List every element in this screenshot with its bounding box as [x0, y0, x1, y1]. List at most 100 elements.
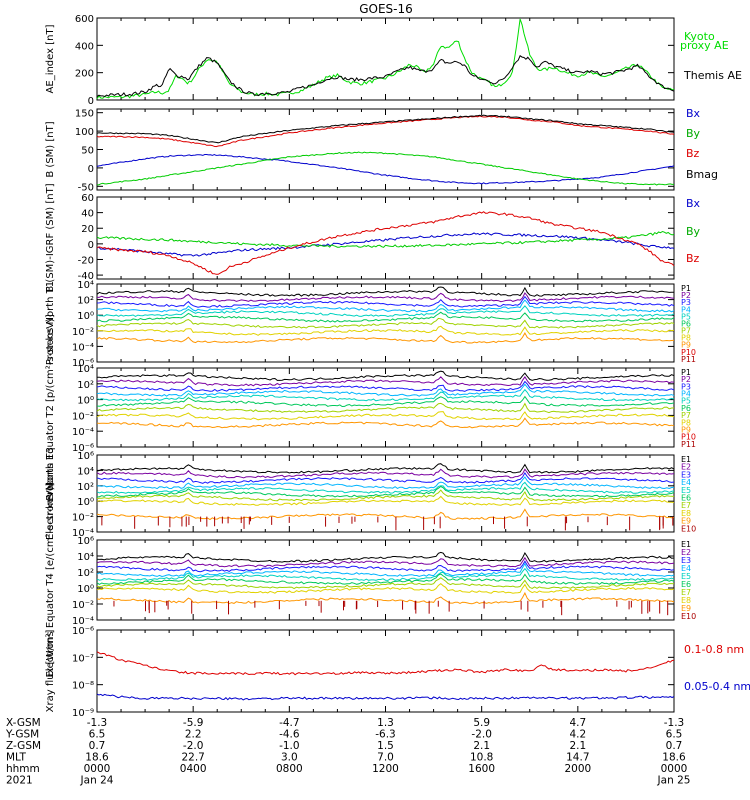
- orbit-cell: 1600: [468, 763, 495, 775]
- legend-prot2-p10: P10: [681, 433, 696, 442]
- channel-line-elec3-e3: [96, 472, 675, 484]
- legend-prot2-p3: P3: [681, 382, 691, 391]
- legend-prot2-p1: P1: [681, 368, 691, 377]
- orbit-cell: -4.6: [279, 729, 300, 741]
- orbit-cell: 14.7: [566, 752, 589, 764]
- legend-prot2-p7: P7: [681, 411, 691, 420]
- legend-bigrf-2: Bz: [686, 252, 700, 265]
- y-tick-label: 10⁻²: [72, 600, 94, 611]
- legend-ae-2: Themis AE: [683, 69, 742, 82]
- channel-line-elec4-e5: [96, 567, 675, 581]
- orbit-cell: 18.6: [662, 752, 686, 764]
- panel-frame-elec3: [96, 454, 675, 533]
- channel-line-elec4-e1: [96, 551, 675, 563]
- orbit-cell: -1.3: [664, 717, 685, 729]
- series-line-bsm-bmag: [96, 114, 675, 144]
- legend-prot1-p10: P10: [681, 348, 696, 357]
- channel-line-elec3-e7: [96, 489, 675, 502]
- y-tick-label: 10⁰: [77, 497, 94, 508]
- channel-line-prot1-p4: [96, 299, 675, 313]
- series-line-bigrf-by: [96, 230, 675, 248]
- legend-prot1-p2: P2: [681, 291, 691, 300]
- orbit-cell: 2.1: [473, 740, 490, 752]
- series-line-xray-0108nm: [96, 651, 675, 676]
- orbit-cell: 0.7: [89, 740, 106, 752]
- y-tick-label: 50: [81, 146, 94, 157]
- y-tick-label: 10⁴: [77, 364, 94, 375]
- legend-elec4-e5: E5: [681, 572, 691, 581]
- y-tick-label: 10⁴: [77, 552, 94, 563]
- y-tick-label: 10⁶: [77, 451, 94, 462]
- orbit-row-label: Z-GSM: [6, 740, 41, 752]
- orbit-cell: 1200: [372, 763, 399, 775]
- series-line-bigrf-bz: [96, 211, 675, 275]
- chart-title: GOES-16: [359, 2, 413, 16]
- orbit-cell: -5.9: [183, 717, 204, 729]
- y-axis-label-bsm: B (SM) [nT]: [45, 121, 56, 177]
- channel-line-prot1-p2: [96, 292, 675, 303]
- orbit-row-label: 2021: [6, 775, 33, 787]
- channel-line-prot2-p3: [96, 380, 675, 392]
- orbit-cell: 2.1: [569, 740, 586, 752]
- channel-line-elec3-e5: [96, 481, 675, 494]
- y-tick-label: 10⁻²: [72, 327, 94, 338]
- y-axis-label-prot1: Protons North T1: [45, 281, 56, 365]
- legend-prot2-p8: P8: [681, 418, 691, 427]
- channel-line-elec4-e6: [96, 573, 675, 585]
- legend-ae-0: Kyoto: [684, 30, 715, 43]
- orbit-cell: 6.5: [666, 729, 683, 741]
- channel-line-elec4-e4: [96, 562, 675, 578]
- orbit-cell: -6.3: [375, 729, 396, 741]
- orbit-cell: 0.7: [666, 740, 683, 752]
- y-tick-label: 150: [75, 109, 94, 120]
- y-tick-label: 200: [75, 69, 94, 80]
- panel-frame-ae: [96, 17, 675, 101]
- legend-elec3-e1: E1: [681, 455, 691, 464]
- orbit-cell: 18.6: [85, 752, 109, 764]
- legend-bsm-1: By: [686, 127, 701, 140]
- y-tick-label: 10⁻⁴: [72, 616, 94, 627]
- legend-prot1-p11: P11: [681, 355, 696, 364]
- channel-line-elec3-e9: [96, 508, 675, 521]
- y-tick-label: 10⁰: [77, 311, 94, 322]
- series-line-bigrf-bx: [96, 232, 675, 257]
- y-tick-label: 10⁻⁶: [72, 626, 94, 637]
- panel-frame-xray: [96, 629, 675, 713]
- y-tick-label: -20: [78, 255, 94, 266]
- legend-prot2-p5: P5: [681, 397, 691, 406]
- orbit-cell: 0000: [84, 763, 111, 775]
- orbit-row-label: hhmm: [6, 763, 40, 775]
- legend-elec3-e3: E3: [681, 470, 691, 479]
- series-line-ae-themisae: [96, 55, 675, 98]
- legend-elec4-e7: E7: [681, 588, 691, 597]
- orbit-cell: 1.5: [377, 740, 394, 752]
- series-line-ae-kyotoproxyae: [96, 18, 675, 100]
- y-tick-label: 400: [75, 41, 94, 52]
- channel-line-elec4-e9: [96, 591, 675, 605]
- channel-line-elec4-e3: [96, 560, 675, 573]
- channel-line-prot2-p9: [96, 417, 675, 429]
- orbit-cell: 6.5: [89, 729, 106, 741]
- y-tick-label: 100: [75, 127, 94, 138]
- y-tick-label: 10⁰: [77, 396, 94, 407]
- channel-line-elec3-e2: [96, 468, 675, 479]
- y-axis-label-xray: Xray flux [W/m²]: [45, 630, 56, 713]
- channel-line-prot2-p8: [96, 411, 675, 421]
- orbit-cell: Jan 24: [80, 775, 114, 787]
- legend-prot1-p5: P5: [681, 312, 691, 321]
- channel-line-elec4-e8: [96, 582, 675, 594]
- channel-line-elec3-e6: [96, 485, 675, 498]
- orbit-cell: 3.0: [281, 752, 298, 764]
- y-tick-label: 20: [81, 224, 94, 235]
- orbit-cell: 7.0: [377, 752, 394, 764]
- y-tick-label: 10⁻⁴: [72, 342, 94, 353]
- legend-prot2-p2: P2: [681, 375, 691, 384]
- orbit-cell: Jan 25: [657, 775, 691, 787]
- legend-prot1-p6: P6: [681, 319, 691, 328]
- y-tick-label: 0: [88, 96, 94, 107]
- y-tick-label: 10²: [77, 482, 94, 493]
- legend-bsm-3: Bmag: [686, 168, 718, 181]
- channel-line-prot1-p8: [96, 325, 675, 336]
- channel-line-prot1-p9: [96, 331, 675, 344]
- orbit-cell: 4.2: [569, 729, 586, 741]
